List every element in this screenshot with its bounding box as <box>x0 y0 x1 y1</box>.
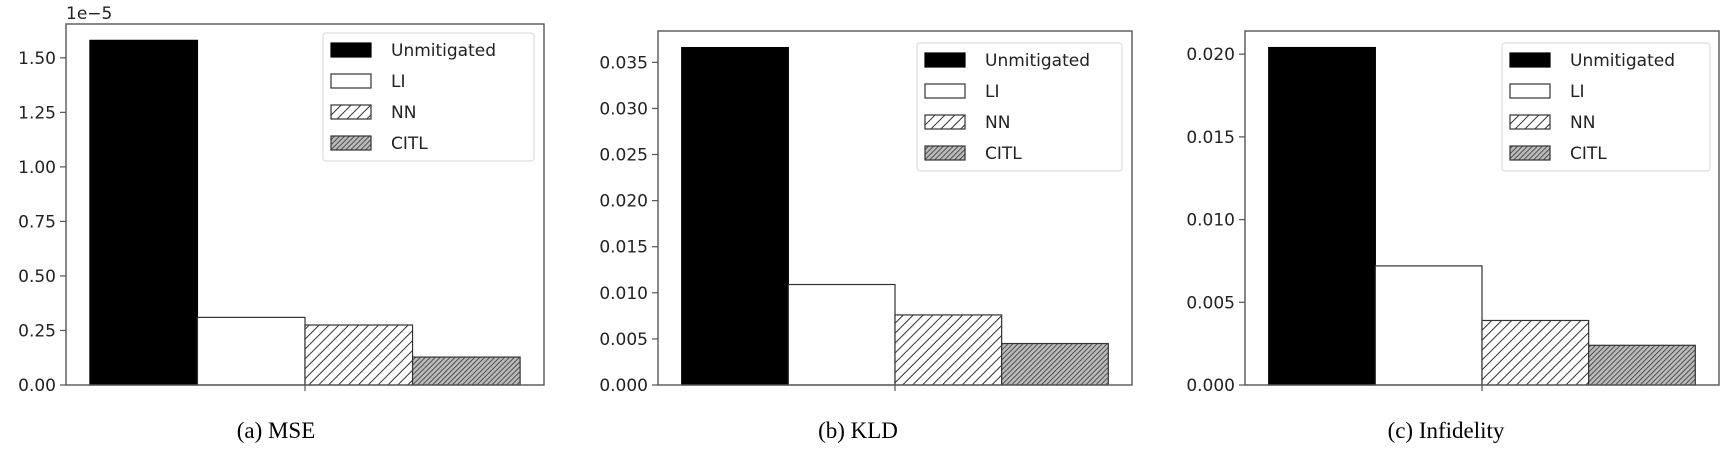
y-tick-label: 1.25 <box>18 103 56 123</box>
chart-panel-infidelity: 0.000 0.005 0.010 0.015 0.020 Unmitigated LI NN… <box>1186 30 1720 396</box>
legend-swatch-citl <box>924 145 966 161</box>
legend-swatch-nn <box>924 114 966 130</box>
y-tick-label: 0.75 <box>18 212 56 232</box>
legend-swatch-unmitigated <box>330 42 372 58</box>
caption-mse: (a) MSE <box>236 418 316 443</box>
y-tick-label: 0.020 <box>1186 45 1235 65</box>
legend-label-unmitigated: Unmitigated <box>391 41 496 61</box>
chart-panel-mse: 0.00 0.25 0.50 0.75 1.00 1.25 1.50 1e−5 Unmitiga… <box>18 4 545 396</box>
bar-nn <box>894 314 1003 386</box>
legend-swatch-li <box>1509 83 1551 99</box>
bar-li <box>787 283 896 386</box>
legend-swatch-li <box>924 83 966 99</box>
y-offset-label: 1e−5 <box>66 4 112 24</box>
legend-label-nn: NN <box>985 113 1010 133</box>
legend-label-li: LI <box>985 82 1000 102</box>
legend-label-unmitigated: Unmitigated <box>1570 51 1675 71</box>
y-tick-label: 0.00 <box>18 376 56 396</box>
y-tick-label: 0.005 <box>1186 293 1235 313</box>
legend-label-nn: NN <box>1570 113 1595 133</box>
legend-swatch-nn <box>330 104 372 120</box>
bar-li <box>1374 265 1483 386</box>
legend-label-li: LI <box>1570 82 1585 102</box>
legend-label-citl: CITL <box>1570 144 1607 164</box>
y-tick-label: 0.010 <box>1186 211 1235 231</box>
y-tick-label: 0.000 <box>599 376 648 396</box>
y-tick-label: 0.015 <box>1186 128 1235 148</box>
legend: Unmitigated LI NN CITL <box>1501 42 1711 172</box>
bar-citl <box>1001 342 1109 386</box>
legend-swatch-citl <box>330 135 372 151</box>
caption-kld: (b) KLD <box>818 418 898 443</box>
y-tick-label: 0.000 <box>1186 376 1235 396</box>
legend-swatch-unmitigated <box>924 52 966 68</box>
y-tick-label: 0.015 <box>599 238 648 258</box>
bar-citl <box>1588 344 1696 386</box>
chart-panel-kld: 0.000 0.005 0.010 0.015 0.020 0.025 0.030 0.035… <box>599 30 1133 396</box>
legend-label-li: LI <box>391 72 406 92</box>
bar-unmitigated <box>1268 46 1376 386</box>
y-tick-label: 1.50 <box>18 49 56 69</box>
y-tick-label: 0.50 <box>18 267 56 287</box>
bar-nn <box>1481 319 1590 386</box>
legend-label-citl: CITL <box>985 144 1022 164</box>
legend: Unmitigated LI NN CITL <box>916 42 1123 172</box>
legend-label-nn: NN <box>391 103 416 123</box>
y-tick-label: 1.00 <box>18 158 56 178</box>
y-tick-label: 0.005 <box>599 330 648 350</box>
y-tick-label: 0.035 <box>599 53 648 73</box>
legend-swatch-li <box>330 73 372 89</box>
y-tick-label: 0.030 <box>599 99 648 119</box>
legend-swatch-citl <box>1509 145 1551 161</box>
bar-nn <box>304 324 414 386</box>
caption-infidelity: (c) Infidelity <box>1387 418 1505 443</box>
y-tick-label: 0.25 <box>18 321 56 341</box>
bar-unmitigated <box>681 46 789 386</box>
legend: Unmitigated LI NN CITL <box>322 32 535 162</box>
y-tick-label: 0.010 <box>599 284 648 304</box>
legend-label-unmitigated: Unmitigated <box>985 51 1090 71</box>
legend-swatch-unmitigated <box>1509 52 1551 68</box>
bar-citl <box>411 356 521 386</box>
bar-unmitigated <box>89 39 199 386</box>
legend-swatch-nn <box>1509 114 1551 130</box>
legend-label-citl: CITL <box>391 134 428 154</box>
y-tick-label: 0.025 <box>599 146 648 166</box>
bar-li <box>196 316 306 386</box>
y-tick-label: 0.020 <box>599 192 648 212</box>
